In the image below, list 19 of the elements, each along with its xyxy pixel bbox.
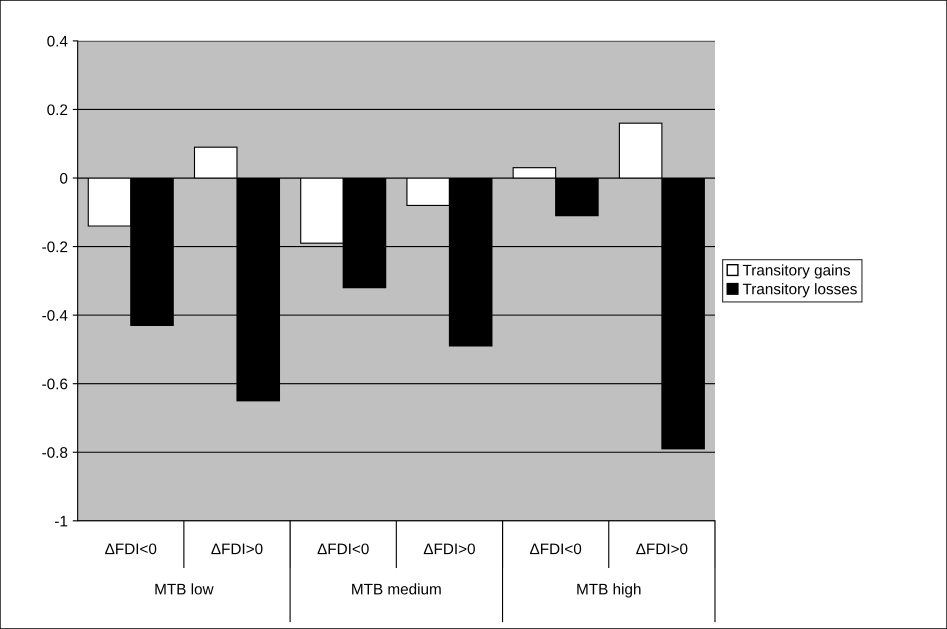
x-tick-label: ΔFDI<0 bbox=[105, 543, 156, 554]
y-tick-label: 0.2 bbox=[47, 104, 68, 116]
x-tick-label: ΔFDI>0 bbox=[211, 543, 263, 554]
x-tick-label: ΔFDI>0 bbox=[636, 543, 688, 554]
text: MTB medium bbox=[352, 583, 441, 595]
y-tick-label: -0.2 bbox=[42, 241, 68, 252]
y-tick-label: -0.8 bbox=[42, 447, 68, 458]
x-tick-label: ΔFDI<0 bbox=[530, 543, 582, 554]
y-tick-label: -1 bbox=[55, 516, 68, 526]
legend-label: Transitory gains bbox=[742, 264, 850, 279]
text: MTB high bbox=[577, 583, 640, 598]
x-tick-label: ΔFDI<0 bbox=[318, 543, 369, 554]
y-tick-label: -0.6 bbox=[42, 378, 68, 390]
y-tick-label: 0 bbox=[60, 172, 68, 184]
legend-label: Transitory losses bbox=[742, 283, 857, 298]
text: MTB low bbox=[155, 583, 214, 595]
x-tick-label: ΔFDI>0 bbox=[424, 543, 475, 554]
y-tick-label: 0.4 bbox=[47, 36, 68, 47]
y-tick-label: -0.4 bbox=[42, 310, 68, 321]
